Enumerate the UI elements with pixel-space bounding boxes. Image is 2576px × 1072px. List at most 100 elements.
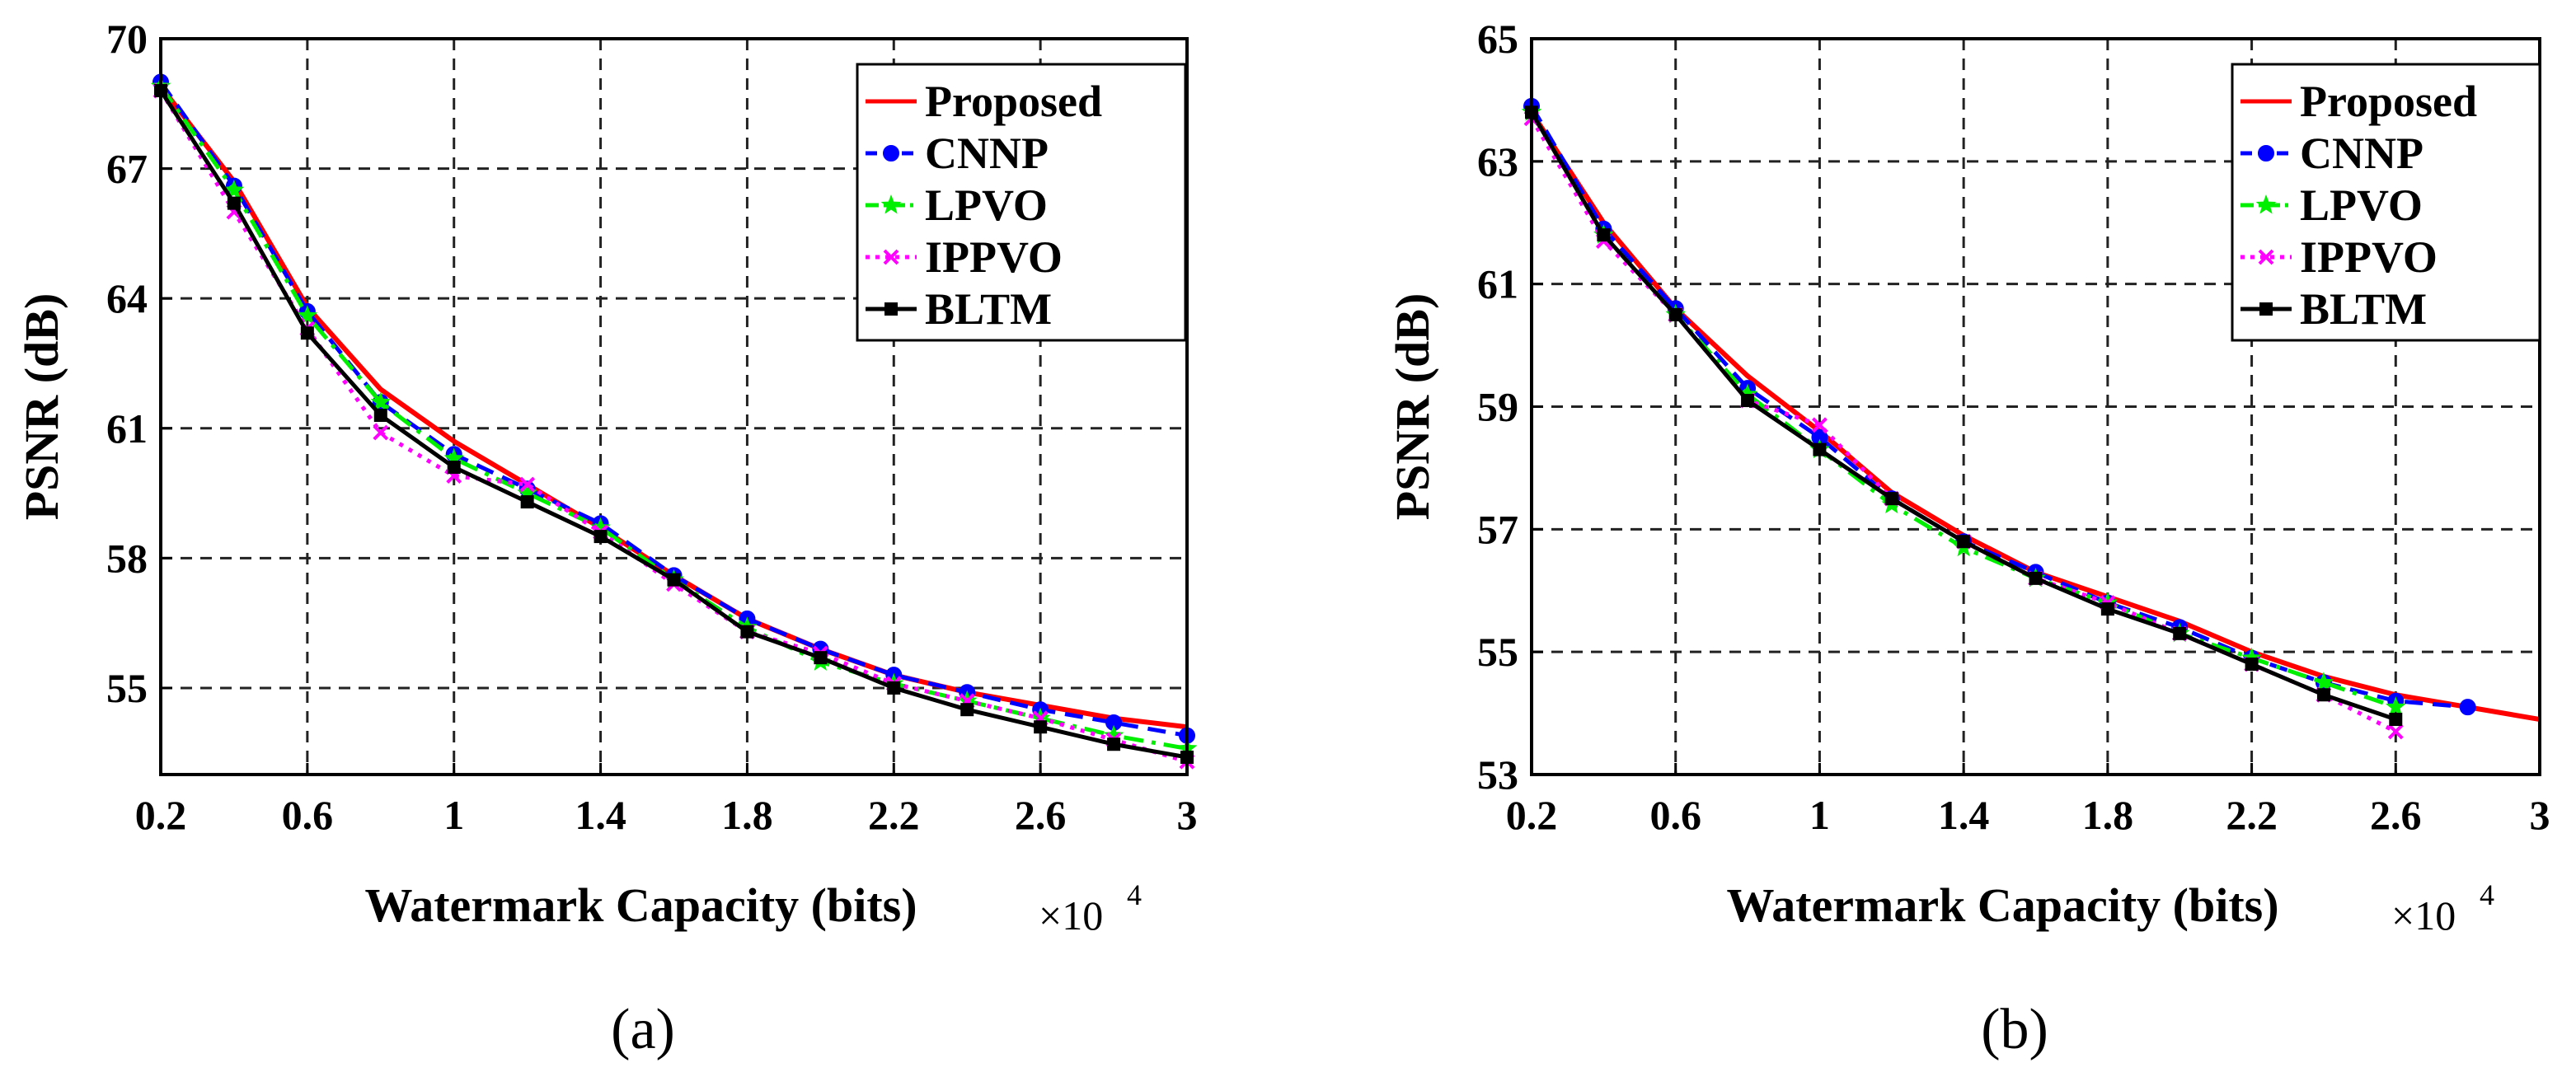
data-point-bltm [1107,737,1121,751]
series-bltm [1525,105,2403,727]
data-point-bltm [2100,602,2114,616]
x-tick-label: 1.4 [1938,792,1990,838]
data-point-ippvo [2387,723,2404,740]
legend-label-proposed: Proposed [925,77,1102,126]
legend-marker-ippvo [2258,249,2274,265]
data-point-bltm [814,651,828,665]
y-tick-label: 70 [106,16,148,62]
y-tick-label: 64 [106,275,148,321]
data-point-bltm [2316,688,2330,702]
data-point-ippvo [519,476,536,493]
legend-marker-lpvo [880,194,902,214]
data-point-bltm [227,196,241,210]
legend-label-ippvo: IPPVO [2300,232,2438,282]
data-point-bltm [667,573,681,587]
y-tick-label: 67 [106,146,148,192]
data-point-bltm [1597,228,1611,242]
y-tick-label: 55 [106,665,148,711]
x-tick-label: 2.2 [868,792,920,838]
x-tick-label: 2.2 [2226,792,2278,838]
legend-label-cnnp: CNNP [925,129,1049,178]
legend-label-bltm: BLTM [925,284,1052,334]
data-point-bltm [960,703,974,717]
legend-label-proposed: Proposed [2300,77,2477,126]
data-point-bltm [1668,307,1682,321]
data-point-bltm [447,461,461,475]
x-tick-label: 1 [443,792,464,838]
data-point-lpvo [443,447,465,468]
x-tick-label: 0.6 [1649,792,1701,838]
x-multiplier-exponent: 4 [2480,878,2494,911]
chart-b: 0.2 0.6 1 1.4 1.8 2.2 2.6 3 53 55 57 59 61 63 65 Waterm… [1386,16,2550,1061]
legend-marker-bltm [2259,302,2273,316]
legend-box [856,63,1187,342]
y-tick-label: 61 [1477,261,1518,307]
y-tick-label: 65 [1477,16,1518,62]
data-point-lpvo [370,391,392,411]
data-point-bltm [300,326,314,340]
legend-marker-cnnp [883,145,899,162]
series-bltm [154,84,1194,764]
legend-marker-cnnp [2258,145,2274,162]
y-axis-label: PSNR (dB) [1386,293,1439,521]
data-point-cnnp [2459,699,2476,716]
data-point-lpvo [590,517,611,537]
x-tick-label: 0.2 [135,792,187,838]
y-tick-label: 53 [1477,751,1518,798]
x-multiplier: ×10 [1039,892,1103,939]
x-axis-label: Watermark Capacity (bits) [364,878,917,932]
data-point-bltm [594,530,608,544]
y-tick-label: 58 [106,535,148,581]
data-point-bltm [2245,658,2259,672]
x-multiplier-exponent: 4 [1127,878,1142,911]
x-tick-label: 1 [1809,792,1830,838]
x-tick-label: 0.2 [1506,792,1558,838]
data-point-bltm [2029,571,2043,585]
legend-label-lpvo: LPVO [925,180,1048,230]
legend-label-bltm: BLTM [2300,284,2427,334]
data-point-lpvo [517,482,537,503]
data-point-bltm [887,681,901,695]
y-tick-label: 61 [106,405,148,452]
legend-label-lpvo: LPVO [2300,180,2423,230]
legend-label-cnnp: CNNP [2300,129,2424,178]
data-point-bltm [2389,713,2403,727]
x-tick-label: 3 [2530,792,2550,838]
data-point-lpvo [2241,647,2262,667]
data-point-lpvo [297,305,318,325]
plot-frame [159,37,1189,776]
x-tick-label: 0.6 [282,792,334,838]
data-point-bltm [373,409,387,423]
x-tick-label: 2.6 [1015,792,1067,838]
legend-marker-lpvo [2255,194,2277,214]
x-tick-label: 3 [1177,792,1198,838]
data-point-ippvo [373,424,389,441]
x-tick-label: 2.6 [2370,792,2422,838]
data-point-lpvo [2385,696,2406,716]
legend-marker-bltm [884,302,898,316]
data-point-bltm [1813,442,1827,456]
data-point-bltm [2173,626,2187,640]
x-tick-label: 1.8 [721,792,773,838]
y-tick-label: 55 [1477,629,1518,675]
legend-marker-ippvo [883,249,899,265]
series-line-cnnp [1529,105,2468,709]
y-tick-label: 59 [1477,384,1518,430]
data-point-bltm [520,495,534,509]
subfigure-caption: (b) [1981,998,2048,1061]
data-point-lpvo [1737,383,1758,404]
legend-label-ippvo: IPPVO [925,232,1063,282]
data-point-lpvo [2313,672,2334,691]
y-tick-label: 57 [1477,506,1518,552]
data-point-bltm [740,625,754,639]
data-point-bltm [1957,535,1971,549]
data-point-bltm [1034,720,1048,734]
data-point-ippvo [1812,417,1828,433]
x-multiplier: ×10 [2391,892,2456,939]
chart-a: 0.2 0.6 1 1.4 1.8 2.2 2.6 3 55 58 61 64 67 70 Watermar… [15,16,1198,1061]
legend-box [2231,63,2541,342]
data-point-lpvo [1103,724,1124,745]
